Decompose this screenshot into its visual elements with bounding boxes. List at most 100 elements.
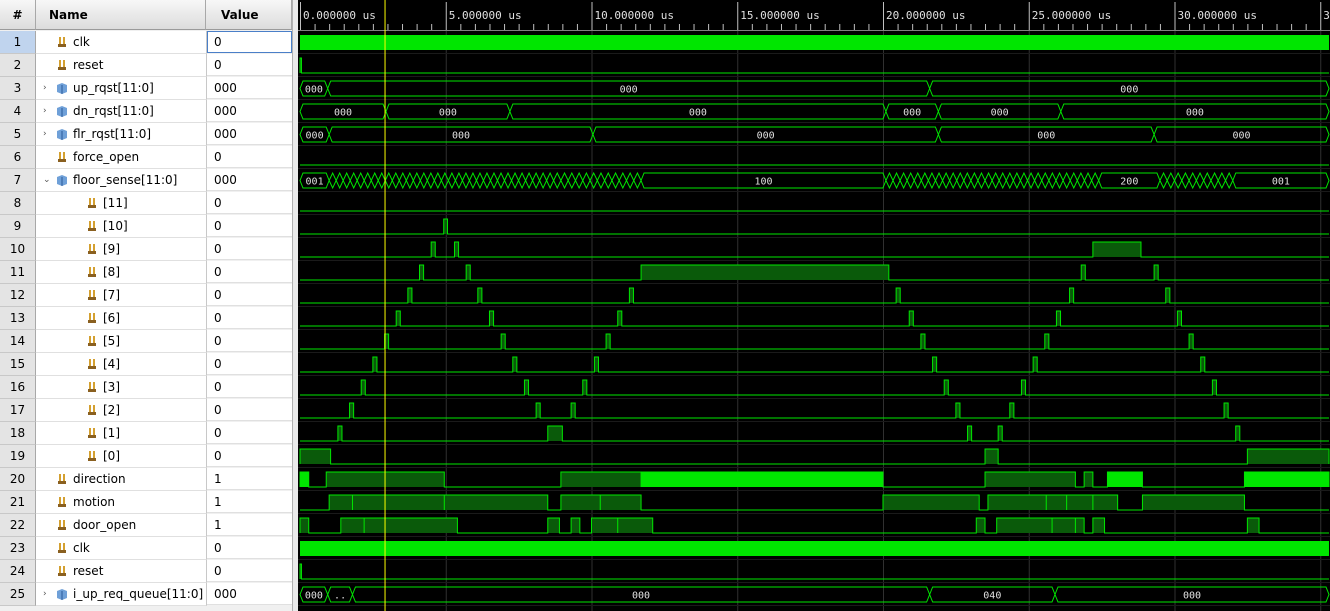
- signal-name-cell[interactable]: motion: [36, 491, 207, 514]
- signal-row[interactable]: 15 [4] 0: [0, 353, 292, 376]
- signal-row[interactable]: 21 motion 1: [0, 491, 292, 514]
- signal-row[interactable]: 2 reset 0: [0, 54, 292, 77]
- signal-name-cell[interactable]: [7]: [36, 284, 207, 307]
- bus-value-label: 000: [439, 108, 457, 119]
- signal-name-cell[interactable]: › up_rqst[11:0]: [36, 77, 207, 100]
- signal-row[interactable]: 13 [6] 0: [0, 307, 292, 330]
- signal-value: 1: [207, 514, 292, 536]
- signal-row[interactable]: 25 › i_up_req_queue[11:0] 000: [0, 583, 292, 606]
- signal-name-cell[interactable]: [8]: [36, 261, 207, 284]
- bit-trace: [300, 264, 1329, 281]
- expand-arrow-icon[interactable]: ›: [43, 83, 47, 93]
- bit-high-segment: [896, 288, 901, 303]
- signal-value: 0: [207, 399, 292, 421]
- signal-name-cell[interactable]: [0]: [36, 445, 207, 468]
- signal-row[interactable]: 19 [0] 0: [0, 445, 292, 468]
- signal-name: floor_sense[11:0]: [73, 173, 178, 187]
- signal-row[interactable]: 14 [5] 0: [0, 330, 292, 353]
- signal-name-cell[interactable]: direction: [36, 468, 207, 491]
- clock-trace: [300, 541, 1329, 556]
- row-number: 24: [0, 560, 36, 583]
- signal-name-cell[interactable]: [3]: [36, 376, 207, 399]
- signal-row[interactable]: 20 direction 1: [0, 468, 292, 491]
- signal-row[interactable]: 5 › flr_rqst[11:0] 000: [0, 123, 292, 146]
- waveform-canvas[interactable]: 0.000000 us 5.000000 us 10.000000 us 15.000…: [298, 0, 1330, 611]
- signal-name-cell[interactable]: reset: [36, 54, 207, 77]
- signal-name-cell[interactable]: [11]: [36, 192, 207, 215]
- signal-name-cell[interactable]: [9]: [36, 238, 207, 261]
- signal-value: 0: [207, 307, 292, 329]
- signal-name-cell[interactable]: › flr_rqst[11:0]: [36, 123, 207, 146]
- signal-name-cell[interactable]: [1]: [36, 422, 207, 445]
- signal-row[interactable]: 1 clk 0: [0, 31, 292, 54]
- bus-toggle-cell: [391, 171, 400, 190]
- signal-value: 0: [207, 238, 292, 260]
- signal-row[interactable]: 17 [2] 0: [0, 399, 292, 422]
- expand-arrow-icon[interactable]: ›: [43, 129, 47, 139]
- signal-row[interactable]: 6 force_open 0: [0, 146, 292, 169]
- bus-toggle-cell: [970, 171, 979, 190]
- signal-row[interactable]: 7 ⌄ floor_sense[11:0] 000: [0, 169, 292, 192]
- signal-row[interactable]: 8 [11] 0: [0, 192, 292, 215]
- bus-toggle-cell: [934, 171, 944, 190]
- bus-toggle-cell: [589, 171, 598, 190]
- signal-name-cell[interactable]: › i_up_req_queue[11:0]: [36, 583, 207, 606]
- signal-row[interactable]: 10 [9] 0: [0, 238, 292, 261]
- signal-name-cell[interactable]: clk: [36, 31, 207, 54]
- signal-name: [3]: [103, 380, 120, 394]
- signal-row[interactable]: 4 › dn_rqst[11:0] 000: [0, 100, 292, 123]
- signal-name-cell[interactable]: › dn_rqst[11:0]: [36, 100, 207, 123]
- bit-high-segment: [1033, 357, 1038, 372]
- column-header-name[interactable]: Name: [36, 0, 206, 30]
- signal-name-cell[interactable]: door_open: [36, 514, 207, 537]
- signal-row[interactable]: 16 [3] 0: [0, 376, 292, 399]
- bus-toggle-cell: [885, 171, 894, 190]
- signal-row[interactable]: 11 [8] 0: [0, 261, 292, 284]
- signal-name-cell[interactable]: [4]: [36, 353, 207, 376]
- column-header-value[interactable]: Value: [206, 0, 292, 30]
- bus-toggle-cell: [1195, 171, 1205, 190]
- signal-value: 0: [207, 146, 292, 168]
- signal-name-cell[interactable]: clk: [36, 537, 207, 560]
- signal-value: 1: [207, 491, 292, 513]
- ruler-label: 25.000000 us: [1032, 9, 1111, 22]
- waveform-area[interactable]: 0.000000 us 5.000000 us 10.000000 us 15.000…: [298, 0, 1330, 611]
- bus-value-label: 001: [1272, 177, 1290, 188]
- bit-high-segment: [337, 426, 342, 441]
- bit-trace: [300, 379, 1329, 396]
- signal-name-cell[interactable]: force_open: [36, 146, 207, 169]
- signal-row[interactable]: 22 door_open 1: [0, 514, 292, 537]
- column-header-number[interactable]: #: [0, 0, 36, 30]
- signal-row[interactable]: 18 [1] 0: [0, 422, 292, 445]
- row-number: 18: [0, 422, 36, 445]
- signal-row[interactable]: 12 [7] 0: [0, 284, 292, 307]
- signal-row[interactable]: 9 [10] 0: [0, 215, 292, 238]
- wave-trace: 001 100 200 001: [298, 171, 1330, 192]
- expand-arrow-icon[interactable]: ›: [43, 589, 47, 599]
- bit-high-segment: [547, 518, 560, 533]
- expand-arrow-icon[interactable]: ›: [43, 106, 47, 116]
- bus-toggle-cell: [440, 171, 449, 190]
- signal-name-cell[interactable]: [5]: [36, 330, 207, 353]
- bus-toggle-cell: [419, 171, 428, 190]
- signal-name-cell[interactable]: reset: [36, 560, 207, 583]
- bit-high-segment: [591, 518, 653, 533]
- bit-high-segment: [1200, 357, 1205, 372]
- bit-signal-icon: [88, 405, 96, 415]
- ruler-label: 30.000000 us: [1178, 9, 1257, 22]
- signal-row[interactable]: 24 reset 0: [0, 560, 292, 583]
- panel-splitter[interactable]: [292, 0, 299, 611]
- signal-row[interactable]: 3 › up_rqst[11:0] 000: [0, 77, 292, 100]
- row-number: 19: [0, 445, 36, 468]
- bus-toggle-cell: [1166, 171, 1176, 190]
- signal-name-cell[interactable]: [10]: [36, 215, 207, 238]
- bit-trace: [299, 471, 1330, 488]
- signal-name-cell[interactable]: [6]: [36, 307, 207, 330]
- bus-toggle-cell: [991, 171, 1000, 190]
- bit-signal-icon: [58, 37, 66, 47]
- signal-name-cell[interactable]: ⌄ floor_sense[11:0]: [36, 169, 207, 192]
- signal-row[interactable]: 23 clk 0: [0, 537, 292, 560]
- bus-toggle-cell: [1217, 171, 1227, 190]
- signal-name-cell[interactable]: [2]: [36, 399, 207, 422]
- expand-arrow-icon[interactable]: ⌄: [43, 175, 51, 185]
